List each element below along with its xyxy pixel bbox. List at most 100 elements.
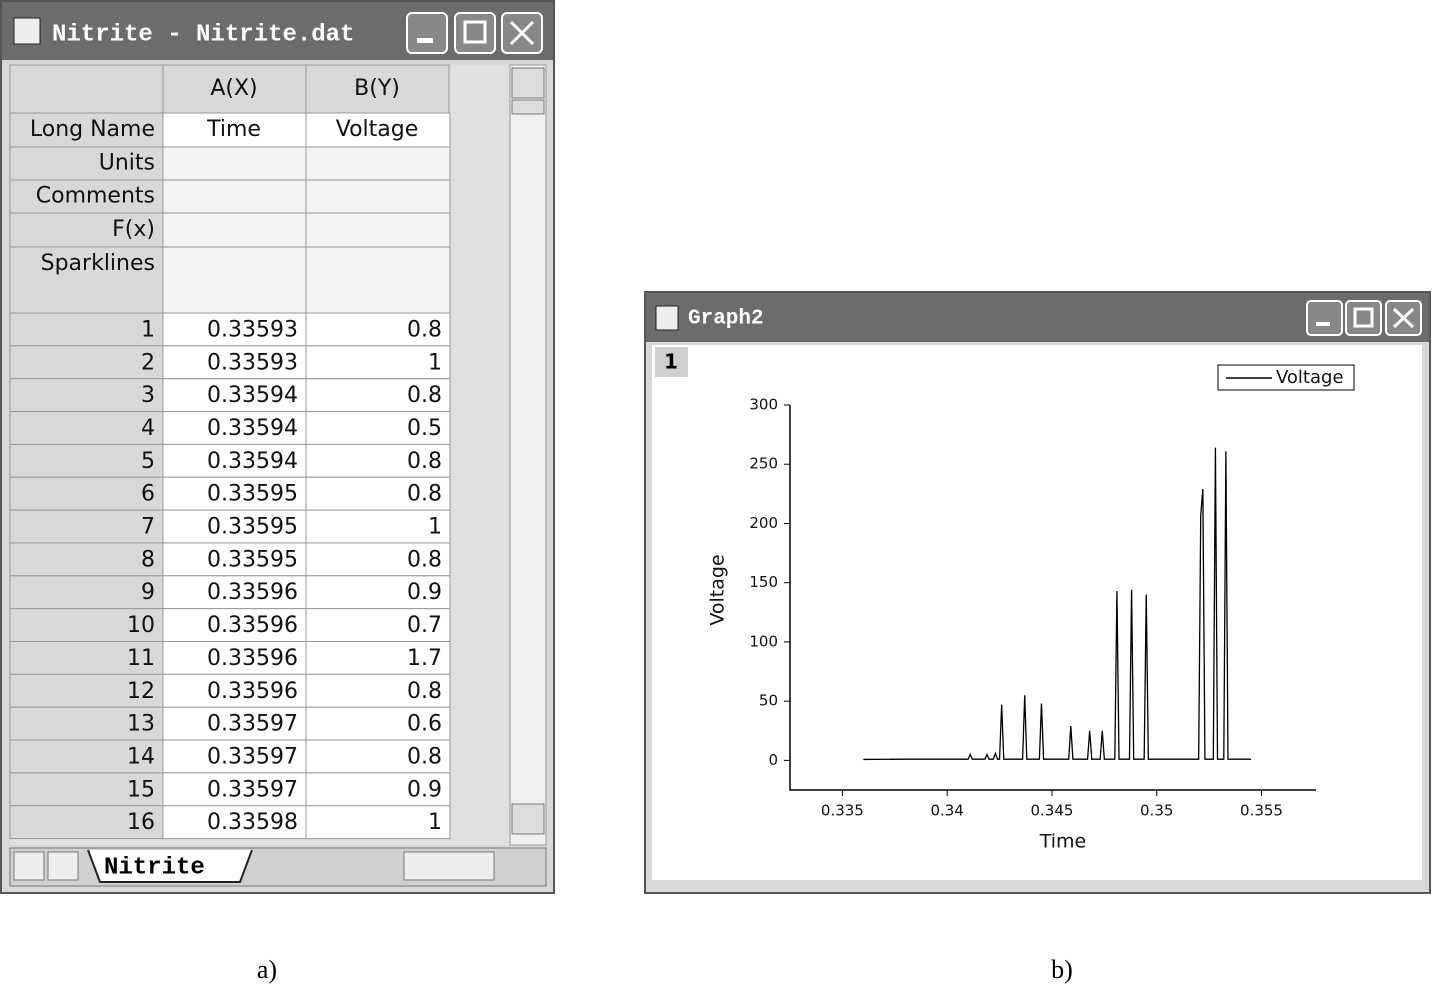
y-tick-label: 300 [749,396,778,414]
legend-label: Voltage [1276,367,1344,388]
y-tick-label: 200 [749,514,778,532]
scroll-up[interactable] [511,67,545,99]
maximize-icon [463,20,487,44]
y-tick-label: 50 [759,692,778,710]
cell [305,179,451,214]
cell [9,706,164,741]
axes [789,405,1316,791]
horizontal-scrollbar[interactable] [403,851,495,881]
maximize-button[interactable] [454,12,496,54]
voltage-cell: 1 [428,515,442,540]
row-label: F(x) [112,217,155,242]
long-name: Time [206,117,261,142]
cell [162,542,307,577]
minimize-button[interactable] [406,12,448,54]
cell [305,772,451,807]
sheet-tab-label: Nitrite [104,854,205,881]
cell [305,411,451,445]
cell [162,673,307,708]
layer-tab[interactable] [655,347,688,377]
row-number: 13 [127,712,155,737]
cell [9,641,164,675]
time-cell: 0.33598 [207,810,298,835]
voltage-cell: 0.8 [407,744,442,769]
row-number: 11 [127,646,155,671]
cell [9,179,164,214]
cell [9,64,164,114]
voltage-cell: 0.8 [407,482,442,507]
cell [162,575,307,610]
cell [162,179,307,214]
time-cell: 0.33595 [207,482,298,507]
graph-close-icon [1392,307,1415,329]
cell [305,575,451,610]
cell [9,608,164,643]
graph-minimize[interactable] [1306,300,1343,336]
cell [162,312,307,347]
cell [305,246,451,314]
cell [9,246,164,314]
cell [305,608,451,643]
time-cell: 0.33595 [207,515,298,540]
time-cell: 0.33596 [207,679,298,704]
row-label: Comments [36,184,155,209]
cell [305,509,451,544]
row-label: Sparklines [41,251,155,276]
row-number: 15 [127,777,155,802]
voltage-cell: 0.8 [407,679,442,704]
x-tick-label: 0.35 [1140,802,1173,820]
column-header[interactable]: B(Y) [354,76,400,101]
time-cell: 0.33597 [207,744,298,769]
column-header[interactable]: A(X) [210,76,257,101]
cell [162,112,307,148]
tab-next[interactable] [47,851,79,881]
row-number: 1 [141,317,155,342]
time-cell: 0.33596 [207,580,298,605]
cell [305,378,451,413]
time-cell: 0.33593 [207,317,298,342]
voltage-cell: 0.6 [407,712,442,737]
cell [305,212,451,248]
y-tick-label: 150 [749,573,778,591]
time-cell: 0.33596 [207,646,298,671]
row-number: 16 [127,810,155,835]
vertical-scrollbar[interactable] [509,64,547,846]
scroll-down[interactable] [511,803,545,835]
scroll-thumb[interactable] [511,99,545,115]
minimize-icon [417,38,433,43]
cell [305,673,451,708]
row-number: 6 [141,482,155,507]
cell [162,805,307,840]
cell [162,509,307,544]
voltage-cell: 0.9 [407,777,442,802]
voltage-cell: 0.8 [407,547,442,572]
time-cell: 0.33594 [207,449,298,474]
tab-prev[interactable] [13,851,45,881]
time-cell: 0.33597 [207,712,298,737]
window-title: Nitrite - Nitrite.dat [52,21,354,48]
cell [9,411,164,445]
cell [9,673,164,708]
y-tick-label: 250 [749,455,778,473]
row-number: 7 [141,515,155,540]
cell [9,212,164,248]
voltage-cell: 1 [428,810,442,835]
cell [9,312,164,347]
graph-title-bar [646,293,1429,342]
caption: b) [1051,955,1073,984]
time-cell: 0.33594 [207,416,298,441]
cell [305,64,450,114]
cell [162,608,307,643]
row-number: 9 [141,580,155,605]
voltage-cell: 0.7 [407,613,442,638]
cell [162,378,307,413]
graph-maximize[interactable] [1345,300,1382,336]
caption: a) [257,955,277,984]
graph-page [652,345,1422,880]
cell [305,542,451,577]
voltage-cell: 0.8 [407,383,442,408]
voltage-cell: 0.8 [407,449,442,474]
sheet-tab[interactable] [87,849,253,883]
voltage-cell: 0.8 [407,317,442,342]
cell [162,476,307,511]
